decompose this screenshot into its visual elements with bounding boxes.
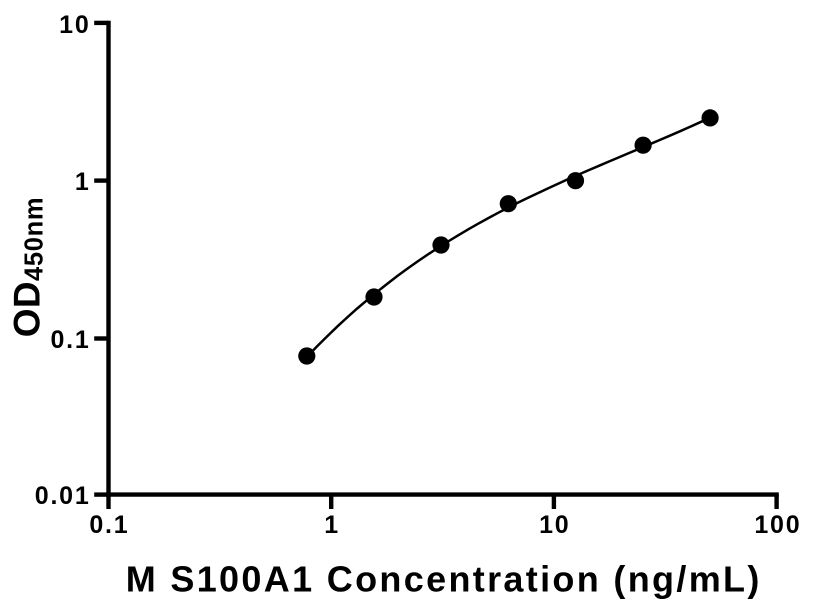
svg-text:0.1: 0.1 [50,326,90,354]
svg-text:10: 10 [539,511,570,539]
svg-text:1: 1 [75,168,91,196]
svg-text:M S100A1 Concentration (ng/mL): M S100A1 Concentration (ng/mL) [126,559,762,600]
svg-text:1: 1 [324,511,340,539]
svg-text:0.1: 0.1 [89,511,129,539]
svg-text:10: 10 [59,11,90,39]
svg-text:0.01: 0.01 [35,482,91,510]
svg-text:100: 100 [754,511,801,539]
